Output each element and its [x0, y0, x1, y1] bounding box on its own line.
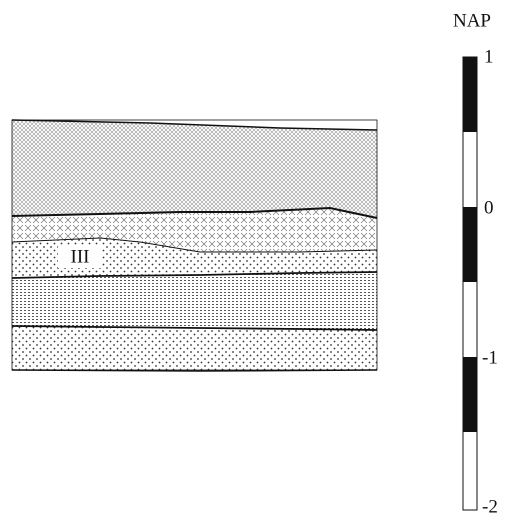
scale-label: -1	[482, 347, 498, 368]
scale-block	[463, 57, 477, 132]
scale-label: 1	[484, 46, 494, 67]
layer-bottom	[12, 326, 377, 370]
scale-block	[463, 207, 477, 282]
layer-dense	[12, 272, 377, 330]
figure: III NAP 1 0 -1 -2	[0, 0, 510, 520]
scale-title: NAP	[453, 10, 491, 31]
cross-section: III	[12, 120, 377, 371]
scale-bar: NAP 1 0 -1 -2	[453, 10, 498, 517]
layer-top	[12, 120, 377, 218]
scale-label: -2	[482, 496, 498, 517]
scale-block	[463, 357, 477, 432]
layer-label: III	[71, 246, 90, 267]
scale-label: 0	[484, 197, 494, 218]
